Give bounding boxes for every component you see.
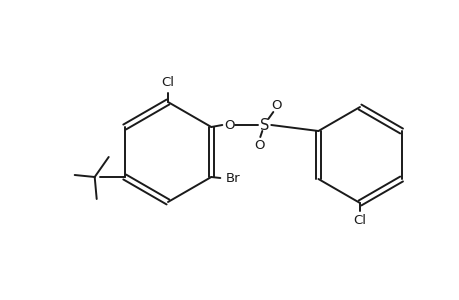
- Text: O: O: [224, 118, 234, 131]
- Text: Cl: Cl: [353, 214, 366, 227]
- Text: S: S: [259, 118, 269, 133]
- Text: O: O: [270, 98, 281, 112]
- Text: Cl: Cl: [161, 76, 174, 88]
- Text: O: O: [253, 139, 264, 152]
- Text: Br: Br: [225, 172, 240, 185]
